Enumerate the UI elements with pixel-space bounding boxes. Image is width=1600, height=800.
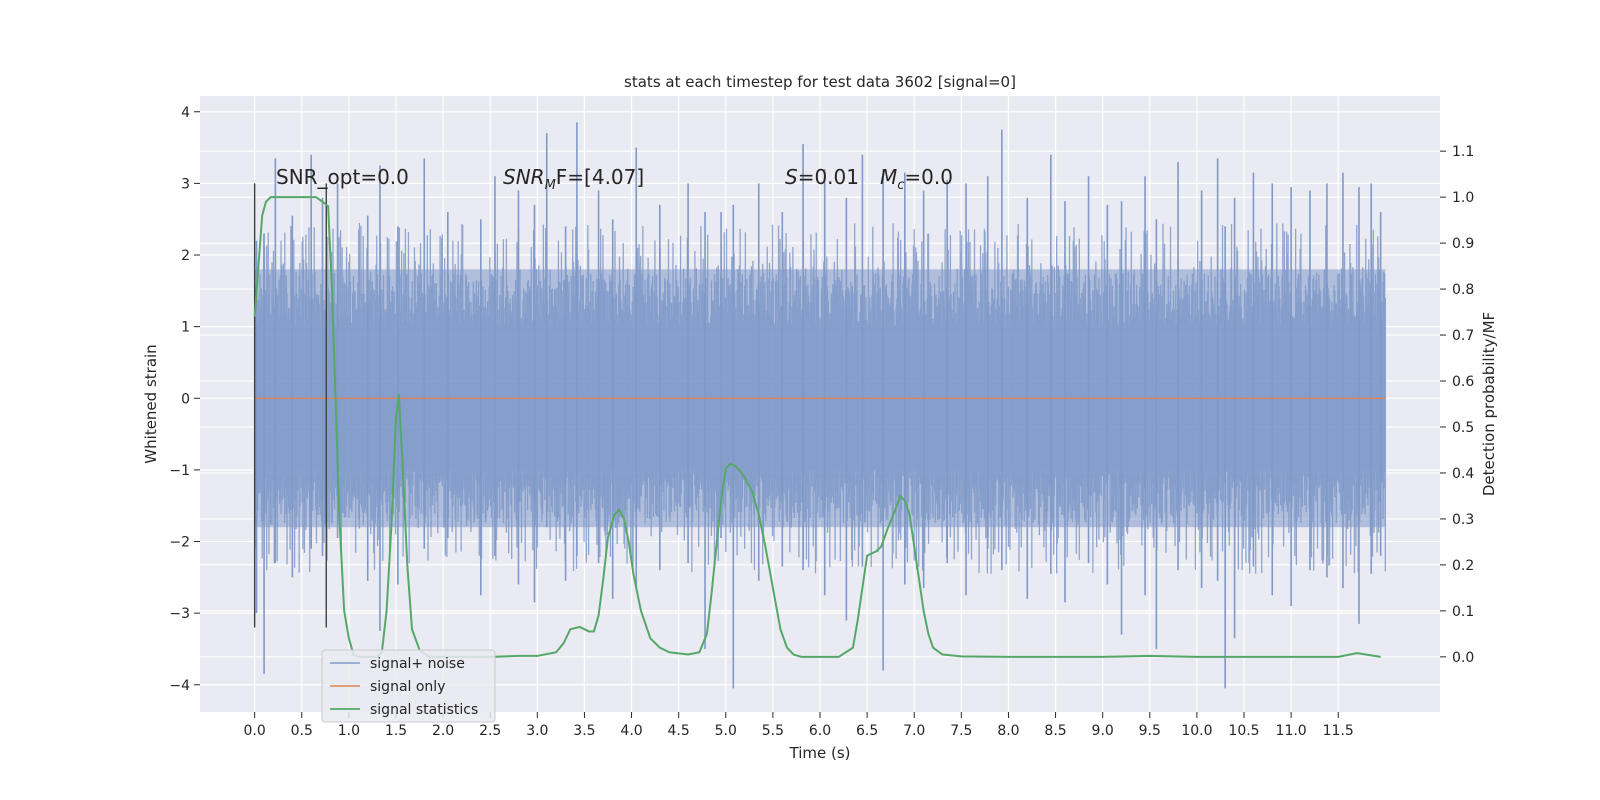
vertical-lines [253, 183, 327, 628]
x-tick-label-22: 11.0 [1276, 723, 1307, 739]
x-tick-label-21: 10.5 [1228, 723, 1259, 739]
y-tick-label-6: 2 [181, 248, 190, 264]
y2-tick-label-9: 0.9 [1452, 236, 1474, 252]
legend-label-signal-statistics: signal statistics [370, 702, 478, 718]
chart-title: stats at each timestep for test data 360… [624, 73, 1016, 91]
annotation-snr-opt: SNR_opt=0.0 [276, 165, 409, 189]
annotation-snr-mf: SNRMF=[4.07] [503, 165, 644, 193]
x-tick-label-8: 4.0 [620, 723, 642, 739]
y-tick-label-4: 0 [181, 391, 190, 407]
y2-tick-label-2: 0.2 [1452, 558, 1474, 574]
y2-axis-label: Detection probability/MF [1480, 312, 1498, 496]
annotation-snr-mf-main: SNR [503, 165, 545, 189]
annotation-stat-s-tail: =0.01 [798, 165, 859, 189]
y-tick-label-8: 4 [181, 105, 190, 121]
x-tick-label-5: 2.5 [479, 723, 501, 739]
y2-tick-label-5: 0.5 [1452, 420, 1474, 436]
y-axis-left: −4 −3 −2 −1 0 1 2 3 4 [169, 105, 200, 694]
x-tick-label-3: 1.5 [385, 723, 407, 739]
legend-box [321, 649, 496, 723]
x-tick-label-9: 4.5 [668, 723, 690, 739]
y-axis-label: Whitened strain [142, 344, 160, 463]
legend: signal+ noise signal only signal statist… [321, 649, 496, 723]
y2-tick-label-0: 0.0 [1452, 650, 1474, 666]
y2-tick-label-3: 0.3 [1452, 512, 1474, 528]
annotation-stat-s-main: S [785, 165, 798, 189]
y2-tick-label-11: 1.1 [1452, 144, 1474, 160]
x-tick-label-12: 6.0 [809, 723, 831, 739]
x-tick-label-4: 2.0 [432, 723, 454, 739]
y-tick-label-1: −3 [169, 606, 190, 622]
x-tick-label-19: 9.5 [1139, 723, 1161, 739]
annotation-stat-mc-sub: c [897, 178, 904, 193]
x-axis-label: Time (s) [789, 744, 851, 762]
annotation-stat-s: S=0.01 [785, 165, 859, 189]
annotation-stat-mc-main: M [880, 165, 897, 189]
y2-tick-label-7: 0.7 [1452, 328, 1474, 344]
x-tick-label-17: 8.5 [1044, 723, 1066, 739]
x-tick-label-15: 7.5 [950, 723, 972, 739]
x-tick-label-1: 0.5 [291, 723, 313, 739]
annotation-stat-mc-tail: =0.0 [904, 165, 953, 189]
x-tick-label-16: 8.0 [997, 723, 1019, 739]
annotation-snr-mf-tail: F=[4.07] [556, 165, 644, 189]
annotation-stat-mc: Mc=0.0 [880, 165, 953, 193]
x-tick-label-11: 5.5 [762, 723, 784, 739]
x-tick-label-10: 5.0 [715, 723, 737, 739]
y-tick-label-3: −1 [169, 463, 190, 479]
x-tick-label-7: 3.5 [573, 723, 595, 739]
legend-label-signal-only: signal only [370, 679, 445, 695]
x-tick-label-23: 11.5 [1323, 723, 1354, 739]
x-tick-label-6: 3.0 [526, 723, 548, 739]
x-tick-label-18: 9.0 [1092, 723, 1114, 739]
y2-tick-label-1: 0.1 [1452, 604, 1474, 620]
x-tick-label-13: 6.5 [856, 723, 878, 739]
y2-tick-label-8: 0.8 [1452, 282, 1474, 298]
y-tick-label-0: −4 [169, 678, 190, 694]
y-tick-label-7: 3 [181, 176, 190, 192]
x-tick-label-0: 0.0 [244, 723, 266, 739]
y-axis-right: 0.0 0.1 0.2 0.3 0.4 0.5 0.6 0.7 0.8 0.9 1.0 1.1 [1440, 144, 1474, 666]
y-tick-label-2: −2 [169, 535, 190, 551]
x-tick-label-14: 7.0 [903, 723, 925, 739]
annotation-snr-mf-sub: M [545, 178, 556, 193]
y2-tick-label-4: 0.4 [1452, 466, 1474, 482]
annotations: SNR_opt=0.0 SNRMF=[4.07] S=0.01 Mc=0.0 [276, 165, 953, 193]
x-tick-label-2: 1.0 [338, 723, 360, 739]
legend-label-signal-noise: signal+ noise [370, 656, 465, 672]
y2-tick-label-10: 1.0 [1452, 190, 1474, 206]
y-tick-label-5: 1 [181, 320, 190, 336]
x-tick-label-20: 10.0 [1181, 723, 1212, 739]
y2-tick-label-6: 0.6 [1452, 374, 1474, 390]
